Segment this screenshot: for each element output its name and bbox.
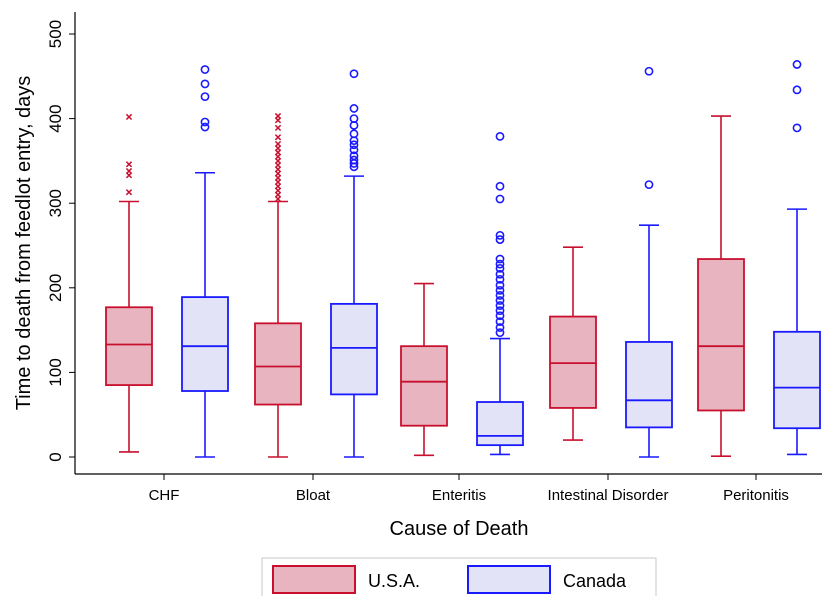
outlier-marker: [349, 145, 359, 155]
box-usa-4: [697, 115, 745, 457]
outlier-marker: [495, 296, 505, 305]
y-tick-label-500: 500: [46, 20, 65, 48]
outlier-x-stroke: [274, 140, 282, 148]
outlier-marker: [495, 254, 505, 264]
outlier-marker: [349, 114, 359, 123]
legend-swatch-canada: [467, 565, 551, 594]
outlier-x-stroke: [274, 112, 282, 120]
outlier-marker: [495, 259, 505, 269]
outlier-marker: [644, 180, 654, 189]
box-iqr: [773, 330, 821, 430]
outlier-marker: [125, 113, 133, 121]
x-tick-label-peritonitis: Peritonitis: [723, 487, 789, 504]
outlier-marker: [349, 69, 359, 79]
y-tick-label-200: 200: [46, 274, 65, 302]
outlier-marker: [495, 311, 505, 321]
x-axis-title: Cause of Death: [390, 518, 529, 540]
outlier-marker: [495, 328, 505, 338]
outlier-marker: [274, 134, 282, 141]
outlier-x-stroke: [125, 167, 133, 175]
outlier-marker: [125, 167, 133, 175]
outlier-marker: [349, 104, 359, 113]
box-iqr: [105, 306, 153, 386]
outlier-marker: [495, 235, 505, 244]
x-tick-label-chf: CHF: [149, 487, 180, 504]
box-iqr: [330, 302, 378, 396]
outlier-marker: [495, 194, 505, 204]
y-axis-title: Time to death from feedlot entry, days: [13, 76, 35, 411]
outlier-marker: [495, 301, 505, 310]
box-iqr: [400, 345, 448, 427]
x-tick-label-enteritis: Enteritis: [432, 487, 486, 504]
x-tick-label-intestinal-disorder: Intestinal Disorder: [548, 487, 669, 504]
outlier-marker: [495, 323, 505, 332]
box-canada-1: [330, 69, 378, 458]
outlier-marker: [495, 306, 505, 316]
legend: U.S.A. Canada: [261, 557, 657, 596]
y-tick-label-300: 300: [46, 189, 65, 217]
box-usa-2: [400, 282, 448, 457]
axes: 0 100 200 300 400 500 CHF Bloat Enteritis Intesti…: [46, 12, 822, 504]
outlier-marker: [349, 155, 359, 165]
box-usa-1: [254, 112, 302, 458]
box-canada-2: [476, 131, 524, 456]
outlier-x-stroke: [274, 134, 282, 141]
outlier-marker: [349, 151, 359, 161]
box-iqr: [181, 296, 229, 392]
legend-label-canada: Canada: [563, 571, 627, 591]
outlier-marker: [200, 117, 210, 127]
outlier-marker: [495, 230, 505, 240]
y-tick-label-0: 0: [46, 452, 65, 461]
outlier-marker: [125, 189, 133, 196]
outlier-marker: [200, 65, 210, 74]
outlier-x-stroke: [125, 161, 133, 168]
outlier-marker: [495, 274, 505, 284]
plot-area: [105, 60, 821, 458]
box-iqr: [476, 401, 524, 447]
outlier-marker: [349, 129, 359, 139]
box-usa-3: [549, 246, 597, 441]
outlier-marker: [495, 131, 505, 141]
outlier-marker: [274, 140, 282, 148]
outlier-marker: [792, 123, 802, 133]
box-canada-4: [773, 60, 821, 456]
outlier-marker: [495, 291, 505, 300]
outlier-marker: [200, 92, 210, 102]
outlier-x-stroke: [125, 189, 133, 196]
x-tick-label-bloat: Bloat: [296, 487, 331, 504]
outlier-marker: [200, 122, 210, 132]
outlier-marker: [495, 317, 505, 327]
y-tick-label-100: 100: [46, 358, 65, 386]
legend-label-usa: U.S.A.: [368, 571, 420, 591]
outlier-marker: [792, 85, 802, 95]
outlier-x-stroke: [125, 113, 133, 121]
outlier-marker: [274, 124, 282, 132]
box-usa-0: [105, 113, 153, 453]
box-canada-0: [181, 65, 229, 458]
box-canada-3: [625, 66, 673, 458]
outlier-marker: [274, 112, 282, 120]
outlier-marker: [495, 280, 505, 290]
box-iqr: [254, 322, 302, 406]
outlier-marker: [495, 269, 505, 279]
legend-swatch-usa: [272, 565, 356, 594]
outlier-marker: [349, 140, 359, 150]
outlier-marker: [200, 79, 210, 89]
outlier-marker: [792, 60, 802, 69]
box-iqr: [697, 258, 745, 412]
outlier-x-stroke: [274, 124, 282, 132]
outlier-marker: [495, 181, 505, 191]
outlier-marker: [495, 263, 505, 273]
y-tick-label-400: 400: [46, 104, 65, 132]
outlier-marker: [644, 66, 654, 76]
outlier-marker: [495, 285, 505, 295]
box-iqr: [625, 341, 673, 429]
outlier-marker: [125, 161, 133, 168]
